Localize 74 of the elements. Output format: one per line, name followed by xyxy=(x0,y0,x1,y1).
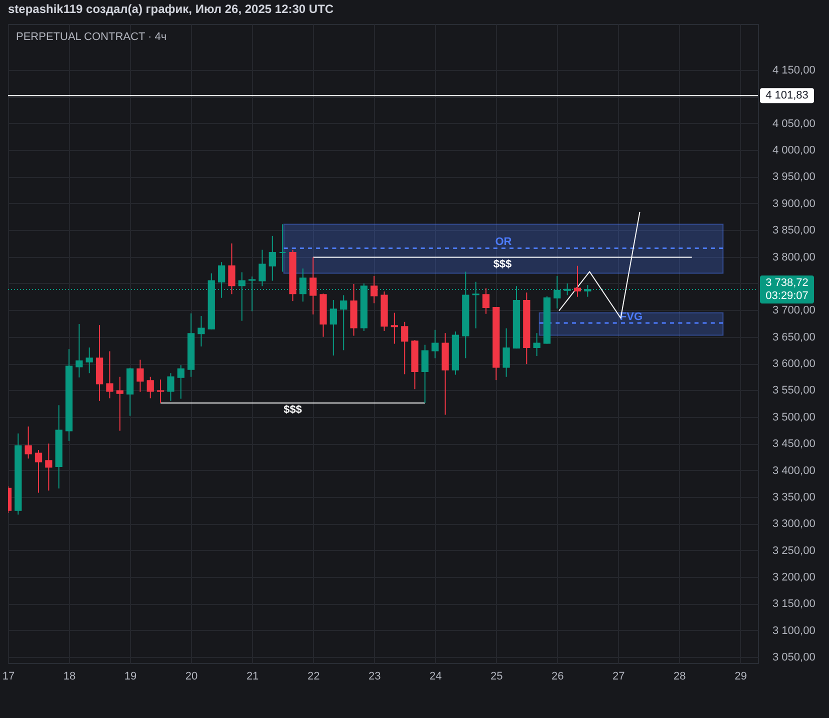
candlestick xyxy=(76,324,83,378)
candlestick xyxy=(146,376,154,399)
candlestick xyxy=(370,275,378,304)
text: 03:29:07 xyxy=(766,290,808,302)
y-tick-label: 4 150,00 xyxy=(772,64,816,76)
x-tick-label: 21 xyxy=(246,670,259,682)
x-tick-label: 25 xyxy=(490,670,503,682)
candlestick xyxy=(482,288,490,314)
y-tick-label: 4 050,00 xyxy=(772,118,816,130)
candlestick xyxy=(24,426,32,460)
candlestick xyxy=(390,312,398,344)
candlestick xyxy=(218,262,226,298)
ref-line-label: 4 101,83 xyxy=(766,90,808,102)
candlestick xyxy=(86,347,93,374)
x-tick-label: 29 xyxy=(734,670,747,682)
x-tick-label: 20 xyxy=(185,670,198,682)
y-tick-label: 3 550,00 xyxy=(772,384,816,397)
y-tick-label: 3 300,00 xyxy=(772,518,816,530)
x-tick-label: 28 xyxy=(674,670,686,682)
ref-line-label: 3 738,72 xyxy=(766,276,808,289)
y-tick-label: 3 400,00 xyxy=(772,464,816,477)
series-label: $$$ xyxy=(493,258,512,270)
y-tick-label: 3 700,00 xyxy=(772,304,816,317)
y-tick-label: 3 600,00 xyxy=(772,358,816,370)
chart-title: stepashik119 создал(а) график, Июл 26, 2025 12:30 UTC xyxy=(8,2,334,16)
y-tick-label: 3 800,00 xyxy=(772,251,816,264)
series-label: FVG xyxy=(620,310,643,323)
candlestick xyxy=(268,235,276,282)
y-tick-label: 3 650,00 xyxy=(772,331,816,344)
y-tick-label: 3 050,00 xyxy=(772,652,816,664)
y-tick-label: 3 200,00 xyxy=(772,572,816,584)
candlestick xyxy=(106,350,114,399)
candlestick xyxy=(584,284,592,298)
candlestick xyxy=(574,265,582,298)
series-label: $$$ xyxy=(284,404,302,416)
candlestick xyxy=(136,359,144,392)
candlestick xyxy=(533,332,540,357)
candlestick xyxy=(421,344,429,404)
x-tick-label: 18 xyxy=(63,670,76,682)
x-tick-label: 27 xyxy=(612,670,625,682)
candlestick xyxy=(116,376,124,432)
y-tick-label: 3 100,00 xyxy=(772,624,816,637)
candlestick xyxy=(502,328,510,378)
candlestick xyxy=(432,329,439,359)
series-label: OR xyxy=(495,236,512,248)
text: PERPETUAL CONTRACT · 4ч xyxy=(16,31,167,43)
y-tick-label: 3 850,00 xyxy=(772,224,816,237)
y-tick-label: 3 500,00 xyxy=(772,411,816,424)
candlestick xyxy=(330,299,337,356)
x-tick-label: 19 xyxy=(124,670,137,682)
candlestick xyxy=(228,242,236,295)
y-tick-label: 3 950,00 xyxy=(772,171,816,184)
y-tick-label: 3 450,00 xyxy=(772,438,816,450)
x-tick-label: 24 xyxy=(429,670,442,682)
y-tick-label: 3 900,00 xyxy=(772,198,816,210)
candlestick xyxy=(340,294,348,351)
x-tick-label: 17 xyxy=(2,670,15,682)
candlestick xyxy=(156,379,164,404)
y-tick-label: 3 150,00 xyxy=(772,598,816,610)
candlestick xyxy=(401,321,408,375)
candlestick xyxy=(177,364,184,400)
x-tick-label: 26 xyxy=(552,670,564,682)
y-tick-label: 3 350,00 xyxy=(772,491,816,504)
y-tick-label: 4 000,00 xyxy=(772,144,816,156)
candlestick xyxy=(310,256,317,315)
candlestick xyxy=(258,249,266,287)
candlestick xyxy=(279,224,286,272)
x-tick-label: 22 xyxy=(307,670,320,682)
candlestick xyxy=(198,316,205,347)
x-tick-label: 23 xyxy=(368,670,381,682)
y-tick-label: 3 250,00 xyxy=(772,544,816,557)
candlestick xyxy=(167,372,174,402)
candlestick xyxy=(45,443,52,492)
candlestick xyxy=(34,450,42,494)
